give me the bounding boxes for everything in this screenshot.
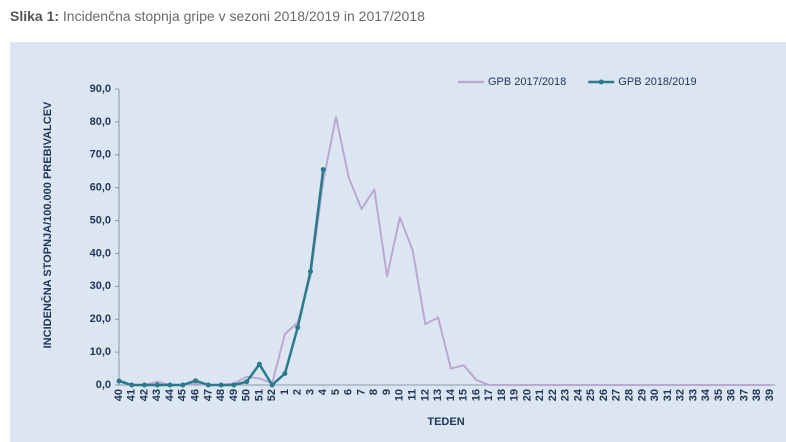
x-tick-label: 13: [432, 389, 444, 401]
legend-marker: [598, 79, 604, 85]
x-tick-label: 6: [343, 389, 355, 395]
series-marker: [167, 382, 173, 388]
figure-label: Slika 1:: [10, 8, 60, 24]
x-tick-label: 3: [304, 389, 316, 395]
y-tick-label: 90,0: [90, 83, 111, 95]
y-tick-label: 0,0: [96, 379, 111, 391]
x-tick-label: 9: [381, 389, 393, 395]
x-tick-label: 19: [509, 389, 521, 401]
x-tick-label: 21: [534, 389, 546, 401]
x-tick-label: 27: [611, 389, 623, 401]
x-tick-label: 2: [292, 389, 304, 395]
y-tick-label: 30,0: [90, 280, 111, 292]
x-tick-label: 1: [279, 389, 291, 395]
series-marker: [269, 382, 275, 388]
series-marker: [193, 378, 199, 384]
x-tick-label: 45: [177, 389, 189, 401]
series-marker: [129, 382, 135, 388]
series-marker: [244, 379, 250, 385]
y-tick-label: 80,0: [90, 116, 111, 128]
title-text: Incidenčna stopnja gripe v sezoni 2018/2…: [62, 8, 425, 24]
series-marker: [142, 382, 148, 388]
x-tick-label: 32: [675, 389, 687, 401]
x-tick-label: 38: [751, 389, 763, 401]
y-tick-label: 20,0: [90, 313, 111, 325]
x-tick-label: 15: [458, 389, 470, 401]
x-tick-label: 41: [126, 389, 138, 401]
x-tick-label: 10: [394, 389, 406, 401]
x-tick-label: 43: [151, 389, 163, 401]
x-tick-label: 18: [496, 389, 508, 401]
x-tick-label: 28: [623, 389, 635, 401]
series-marker: [180, 382, 186, 388]
x-tick-label: 4: [317, 388, 329, 395]
series-marker: [218, 382, 224, 388]
x-tick-label: 49: [228, 389, 240, 401]
x-tick-label: 36: [726, 389, 738, 401]
x-tick-label: 7: [355, 389, 367, 395]
x-tick-label: 40: [113, 389, 125, 401]
y-tick-label: 70,0: [90, 149, 111, 161]
x-tick-label: 31: [662, 389, 674, 401]
x-tick-label: 37: [738, 389, 750, 401]
x-tick-label: 22: [547, 389, 559, 401]
legend-label: GPB 2017/2018: [488, 76, 566, 88]
x-tick-label: 24: [572, 388, 584, 401]
chart-background: [10, 42, 786, 442]
x-tick-label: 34: [700, 388, 712, 401]
x-tick-label: 39: [764, 389, 776, 401]
x-tick-label: 23: [560, 389, 572, 401]
x-tick-label: 17: [483, 389, 495, 401]
series-marker: [154, 382, 160, 388]
series-marker: [295, 324, 301, 330]
x-tick-label: 52: [266, 389, 278, 401]
x-tick-label: 12: [419, 389, 431, 401]
x-tick-label: 47: [202, 389, 214, 401]
legend-label: GPB 2018/2019: [618, 76, 696, 88]
x-tick-label: 16: [470, 389, 482, 401]
y-tick-label: 10,0: [90, 346, 111, 358]
x-tick-label: 14: [445, 388, 457, 401]
y-tick-label: 50,0: [90, 214, 111, 226]
series-marker: [231, 382, 237, 388]
x-tick-label: 33: [687, 389, 699, 401]
x-tick-label: 8: [368, 389, 380, 395]
y-tick-label: 60,0: [90, 182, 111, 194]
x-tick-label: 5: [330, 389, 342, 395]
series-marker: [282, 370, 288, 376]
x-tick-label: 35: [713, 389, 725, 401]
x-tick-label: 44: [164, 388, 176, 401]
x-tick-label: 50: [241, 389, 253, 401]
series-marker: [116, 378, 122, 384]
x-tick-label: 48: [215, 389, 227, 401]
series-marker: [205, 382, 211, 388]
x-axis-label: TEDEN: [427, 416, 464, 428]
x-tick-label: 51: [253, 389, 265, 401]
series-marker: [307, 269, 313, 275]
x-tick-label: 11: [406, 389, 418, 401]
x-tick-label: 42: [138, 389, 150, 401]
x-tick-label: 20: [521, 389, 533, 401]
y-tick-label: 40,0: [90, 247, 111, 259]
x-tick-label: 30: [649, 389, 661, 401]
x-tick-label: 25: [585, 389, 597, 401]
x-tick-label: 29: [636, 389, 648, 401]
chart-title: Slika 1: Incidenčna stopnja gripe v sezo…: [10, 8, 425, 24]
y-axis-label: INCIDENČNA STOPNJA/100.000 PREBIVALCEV: [41, 101, 54, 348]
x-tick-label: 26: [598, 389, 610, 401]
x-tick-label: 46: [189, 389, 201, 401]
series-marker: [256, 361, 262, 367]
series-marker: [320, 167, 326, 173]
